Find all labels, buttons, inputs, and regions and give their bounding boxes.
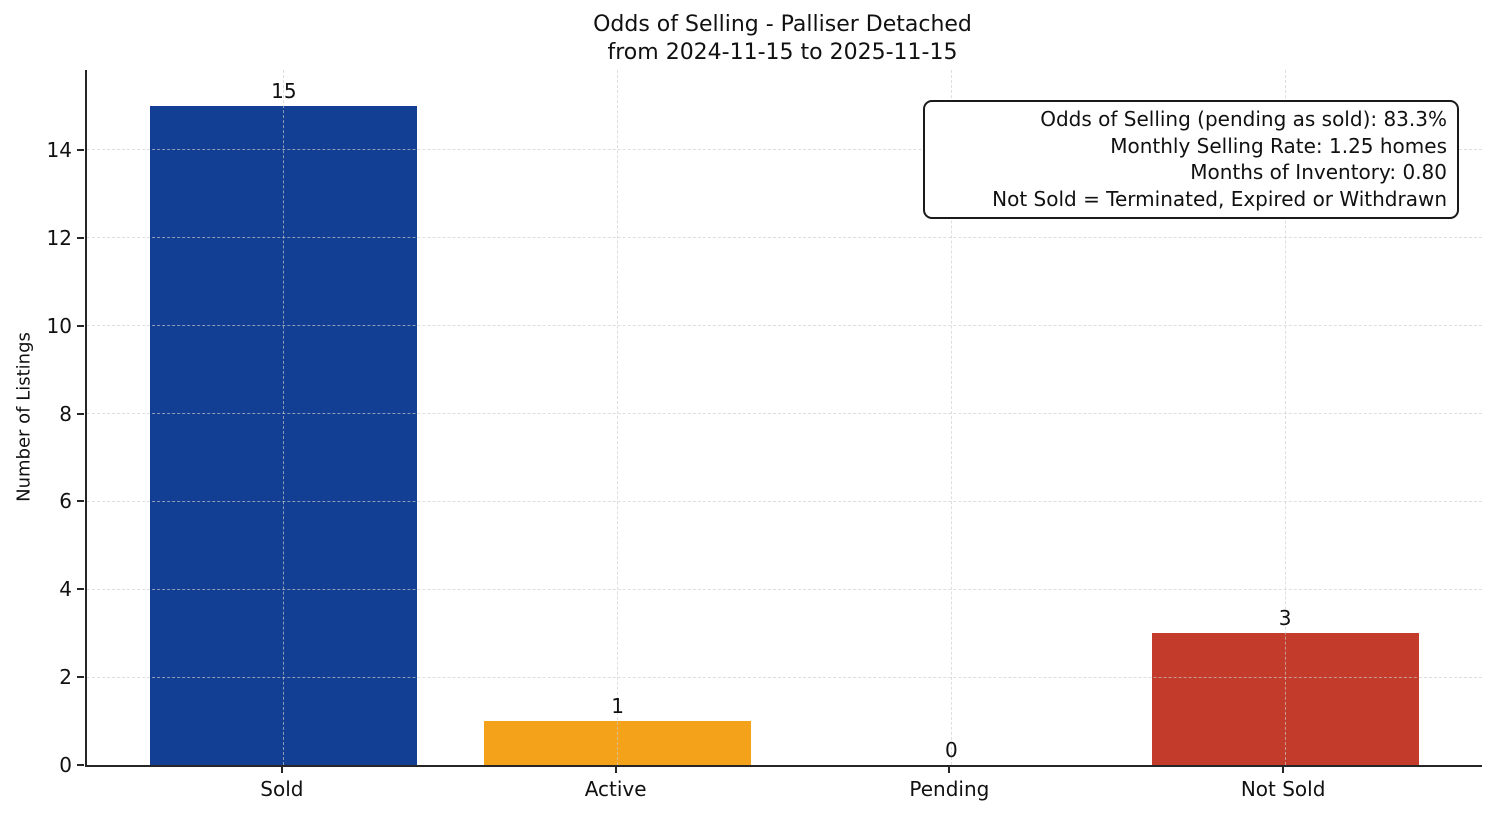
- x-tick-mark: [614, 767, 617, 773]
- annotation-line-not-sold-def: Not Sold = Terminated, Expired or Withdr…: [992, 186, 1447, 211]
- y-tick-label: 14: [46, 137, 72, 162]
- y-tick-mark: [77, 588, 84, 591]
- h-gridline: [87, 149, 1482, 151]
- chart-title-block: Odds of Selling - Palliser Detached from…: [85, 11, 1480, 67]
- y-tick-mark: [77, 412, 84, 415]
- h-gridline: [87, 676, 1482, 678]
- chart-title: Odds of Selling - Palliser Detached: [593, 12, 972, 37]
- annotation-line-odds: Odds of Selling (pending as sold): 83.3%: [1040, 107, 1447, 131]
- y-tick-label: 10: [46, 313, 72, 338]
- chart-subtitle: from 2024-11-15 to 2025-11-15: [607, 40, 958, 65]
- plot-area: 15 1 0 3: [85, 70, 1482, 767]
- x-tick-mark: [948, 767, 951, 773]
- v-gridline: [950, 70, 952, 765]
- bar-value-label: 15: [271, 79, 297, 104]
- y-tick-mark: [77, 764, 84, 766]
- h-gridline: [87, 500, 1482, 502]
- h-gridline: [87, 325, 1482, 327]
- y-tick-mark: [77, 676, 84, 679]
- x-tick-label-pending: Pending: [909, 777, 990, 801]
- bar-value-label: 1: [611, 694, 624, 719]
- v-gridline: [283, 70, 285, 765]
- bar-value-label: 3: [1278, 606, 1292, 631]
- y-tick-label: 12: [46, 225, 72, 250]
- y-tick-label: 8: [59, 401, 72, 426]
- x-tick-label-sold: Sold: [260, 777, 304, 801]
- v-gridline: [617, 70, 619, 765]
- v-gridline: [1284, 70, 1286, 765]
- y-tick-mark: [77, 324, 84, 327]
- annotation-line-inventory: Months of Inventory: 0.80: [1190, 160, 1447, 184]
- y-tick-mark: [77, 236, 84, 239]
- y-tick-mark: [77, 500, 84, 503]
- y-tick-mark: [77, 148, 84, 151]
- y-tick-label: 0: [59, 753, 72, 777]
- x-tick-mark: [1282, 767, 1285, 773]
- x-tick-label-active: Active: [584, 777, 647, 801]
- y-tick-label: 4: [59, 577, 72, 602]
- y-tick-label: 6: [59, 489, 72, 514]
- x-tick-label-not-sold: Not Sold: [1240, 777, 1326, 801]
- bar-value-label: 0: [945, 738, 958, 762]
- annotation-line-monthly-rate: Monthly Selling Rate: 1.25 homes: [1110, 133, 1447, 158]
- y-tick-label: 2: [59, 665, 72, 690]
- annotation-box: Odds of Selling (pending as sold): 83.3%…: [923, 100, 1459, 219]
- h-gridline: [87, 237, 1482, 239]
- x-tick-mark: [280, 767, 283, 773]
- h-gridline: [87, 413, 1482, 415]
- h-gridline: [87, 588, 1482, 590]
